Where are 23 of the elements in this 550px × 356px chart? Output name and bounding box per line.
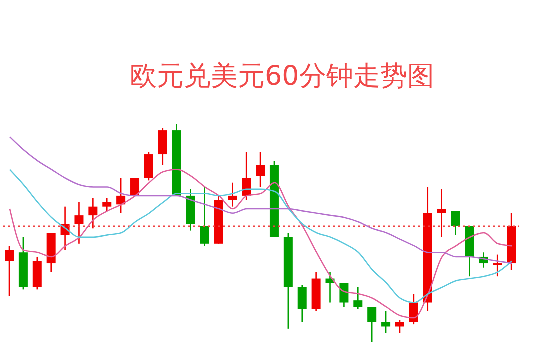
candlestick: [368, 306, 377, 342]
candlestick: [116, 178, 126, 214]
candlestick: [5, 245, 14, 297]
candlestick: [354, 286, 363, 310]
candlestick: [144, 152, 154, 182]
candlestick: [256, 152, 266, 188]
candlestick: [437, 188, 446, 238]
candlestick: [88, 197, 98, 230]
candlestick: [200, 186, 210, 247]
candlestick: [298, 284, 307, 324]
candlestick: [74, 202, 84, 245]
chart-title: 欧元兑美元60分钟走势图: [130, 60, 434, 94]
candlestick: [409, 293, 418, 326]
candlestick: [451, 210, 460, 236]
candlestick: [130, 178, 140, 196]
candlestick: [102, 197, 112, 212]
candlestick: [158, 128, 168, 166]
candlestick: [493, 254, 502, 278]
candlestick: [382, 310, 391, 334]
candlestick: [340, 282, 349, 308]
candlestick: [228, 182, 238, 208]
candlestick: [242, 152, 252, 201]
candlestick: [395, 320, 404, 334]
